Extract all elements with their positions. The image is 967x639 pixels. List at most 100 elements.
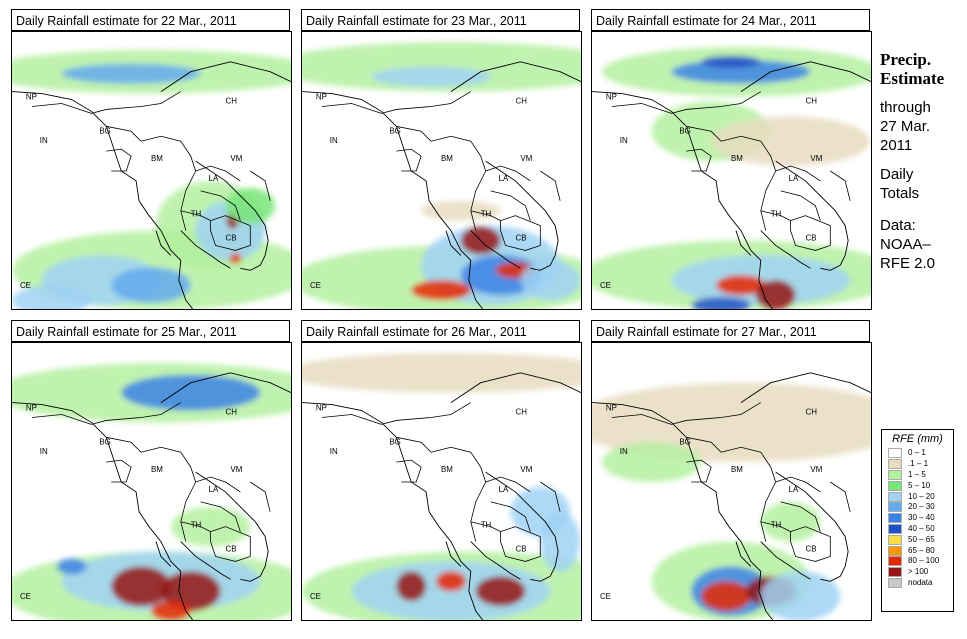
legend-item: 20 – 30: [882, 502, 953, 513]
country-label-bg: BG: [99, 126, 110, 135]
country-label-bg: BG: [389, 126, 400, 135]
map-canvas: NP CH IN BG BM VM LA TH CB CE: [302, 41, 581, 309]
panel-title: Daily Rainfall estimate for 26 Mar., 201…: [301, 320, 580, 342]
legend-label: 30 – 40: [908, 513, 935, 523]
rainfall-area: [12, 285, 92, 309]
caption-line-3: 2011: [880, 137, 913, 154]
country-label-ce: CE: [600, 592, 611, 601]
legend-label: 10 – 20: [908, 491, 935, 501]
country-label-np: NP: [26, 404, 37, 413]
rainfall-map: NP CH IN BG BM VM LA TH CB CE: [301, 31, 582, 310]
country-label-th: TH: [481, 210, 492, 219]
caption-line-5: Totals: [880, 185, 920, 202]
rainfall-area: [111, 267, 191, 304]
country-label-in: IN: [40, 136, 48, 145]
rainfall-map-panel-3: Daily Rainfall estimate for 24 Mar., 201…: [591, 9, 872, 310]
country-borders: [31, 402, 271, 562]
map-canvas: NP CH IN BG BM VM LA TH CB CE: [12, 362, 291, 620]
rainfall-field: [592, 382, 871, 620]
country-label-bm: BM: [151, 154, 163, 163]
country-label-cb: CB: [805, 544, 816, 553]
rainfall-field: [302, 352, 581, 620]
rainfall-map-panel-1: Daily Rainfall estimate for 22 Mar., 201…: [11, 9, 292, 310]
country-label-vm: VM: [230, 154, 242, 163]
country-borders: [321, 91, 561, 251]
legend-item: 10 – 20: [882, 491, 953, 502]
legend-label: 5 – 10: [908, 480, 931, 490]
legend-item: 80 – 100: [882, 556, 953, 567]
coastline: [592, 61, 871, 309]
country-label-cb: CB: [805, 233, 816, 242]
coastline: [302, 61, 581, 309]
country-label-in: IN: [330, 447, 338, 456]
legend-swatch: [888, 491, 902, 502]
country-label-th: TH: [771, 210, 782, 219]
legend-item: 65 – 80: [882, 545, 953, 556]
coastline: [12, 61, 291, 309]
country-label-th: TH: [481, 521, 492, 530]
rainfall-area: [475, 576, 526, 607]
country-label-cb: CB: [515, 233, 526, 242]
map-canvas: NP CH IN BG BM VM LA TH CB CE: [592, 372, 871, 620]
rainfall-area: [755, 280, 796, 309]
country-label-vm: VM: [520, 465, 532, 474]
caption-line-6: Data:: [880, 217, 916, 234]
panel-title: Daily Rainfall estimate for 24 Mar., 201…: [591, 9, 870, 31]
rainfall-area: [170, 506, 251, 547]
rainfall-area: [716, 275, 766, 296]
panel-title: Daily Rainfall estimate for 27 Mar., 201…: [591, 320, 870, 342]
rainfall-area: [302, 41, 581, 92]
rainfall-area: [760, 571, 841, 620]
rainfall-area: [160, 571, 221, 612]
country-label-bm: BM: [441, 465, 453, 474]
country-label-bg: BG: [99, 437, 110, 446]
rainfall-area: [671, 59, 811, 84]
legend-swatch: [888, 523, 902, 534]
country-label-bm: BM: [151, 465, 163, 474]
country-label-ch: CH: [225, 407, 237, 416]
country-label-in: IN: [330, 136, 338, 145]
legend-swatch: [888, 448, 902, 459]
country-label-cb: CB: [225, 544, 236, 553]
country-label-vm: VM: [810, 154, 822, 163]
panel-title: Daily Rainfall estimate for 22 Mar., 201…: [11, 9, 290, 31]
country-label-ce: CE: [310, 592, 321, 601]
rainfall-area: [540, 511, 580, 572]
legend-swatch: [888, 556, 902, 567]
map-canvas: NP CH IN BG BM VM LA TH CB CE: [12, 49, 291, 309]
country-label-la: LA: [209, 485, 219, 494]
legend-label: nodata: [908, 577, 933, 587]
rainfall-area: [601, 442, 702, 482]
country-label-vm: VM: [810, 465, 822, 474]
country-label-np: NP: [316, 93, 327, 102]
rainfall-area: [421, 200, 501, 221]
caption-line-2: 27 Mar.: [880, 118, 931, 135]
coastline: [12, 372, 291, 620]
country-label-bm: BM: [731, 154, 743, 163]
legend-item: 1 – 5: [882, 469, 953, 481]
legend-swatch: [888, 534, 902, 545]
panel-title: Daily Rainfall estimate for 23 Mar., 201…: [301, 9, 580, 31]
rainfall-area: [371, 66, 491, 87]
panel-title: Daily Rainfall estimate for 25 Mar., 201…: [11, 320, 290, 342]
legend-swatch: [888, 502, 902, 513]
country-label-cb: CB: [515, 544, 526, 553]
legend-swatch: [888, 513, 902, 524]
legend-label: 65 – 80: [908, 545, 935, 555]
caption-line-8: RFE 2.0: [880, 255, 936, 272]
legend-label: 80 – 100: [908, 556, 940, 566]
rainfall-map: NP CH IN BG BM VM LA TH CB CE: [591, 31, 872, 310]
rainfall-area: [691, 297, 751, 309]
country-label-in: IN: [620, 136, 628, 145]
rainfall-map-panel-5: Daily Rainfall estimate for 26 Mar., 201…: [301, 320, 582, 621]
country-label-ch: CH: [515, 407, 527, 416]
legend-item: 50 – 65: [882, 534, 953, 545]
rainfall-area: [592, 382, 871, 463]
legend-item: > 100: [882, 567, 953, 578]
rainfall-area: [56, 558, 87, 575]
country-label-ch: CH: [515, 96, 527, 105]
rainfall-map: NP CH IN BG BM VM LA TH CB CE: [11, 342, 292, 621]
country-label-ch: CH: [805, 96, 817, 105]
legend-title: RFE (mm): [892, 433, 943, 445]
